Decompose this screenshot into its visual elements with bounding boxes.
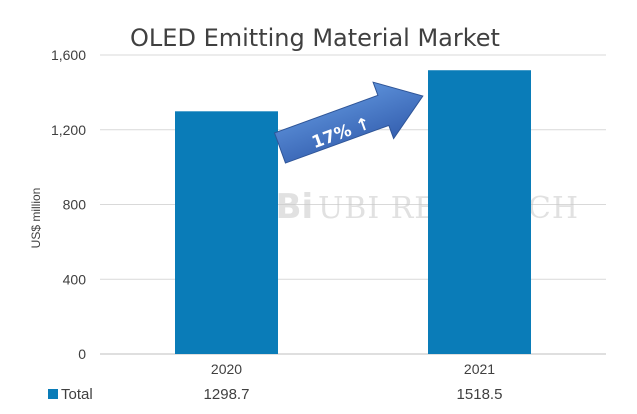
y-tick-label: 1,600	[51, 47, 86, 63]
y-tick-label: 1,200	[51, 122, 86, 138]
chart-title: OLED Emitting Material Market	[130, 24, 500, 52]
table-value: 1298.7	[204, 386, 250, 403]
bar-2020	[175, 111, 278, 354]
bars	[175, 70, 531, 354]
legend-swatch	[48, 389, 58, 399]
growth-arrow-shape	[273, 81, 424, 164]
bar-2021	[428, 70, 531, 354]
table-value: 1518.5	[457, 386, 503, 403]
y-tick-label: 400	[63, 271, 87, 287]
y-tick-label: 800	[63, 197, 87, 213]
y-axis-ticks: 0 400 800 1,200 1,600	[51, 47, 86, 362]
x-tick-label: 2020	[211, 361, 242, 377]
data-table: Total 1298.7 1518.5	[48, 386, 502, 403]
y-axis-label: US$ million	[29, 188, 43, 249]
y-tick-label: 0	[78, 346, 86, 362]
x-axis-ticks: 2020 2021	[211, 361, 495, 377]
x-tick-label: 2021	[464, 361, 495, 377]
legend-label: Total	[61, 386, 93, 403]
growth-arrow: 17% ↑	[273, 81, 424, 164]
